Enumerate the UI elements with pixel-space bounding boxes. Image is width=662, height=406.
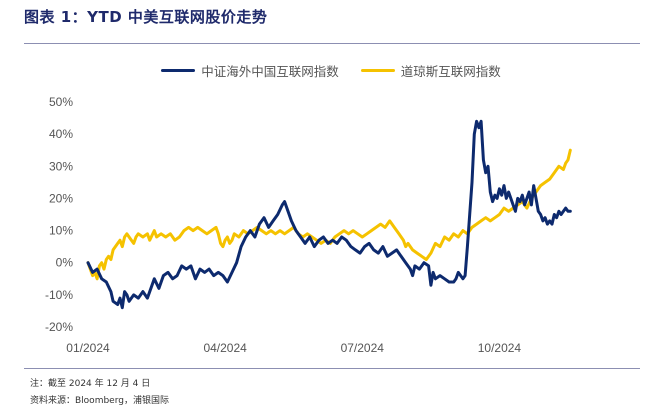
line-chart: 50% 40% 30% 20% 10% 0% -10% -20% 01/2024 04/2024 0… [45,95,572,355]
series-line-dow-jones-internet [86,148,572,281]
chart-legend: 中证海外中国互联网指数 道琼斯互联网指数 [0,60,662,80]
bottom-divider [24,368,640,369]
figure-title: 图表 1：YTD 中美互联网股价走势 [24,8,268,26]
y-tick-label: -10% [45,288,73,302]
y-tick-label: 0% [56,256,74,270]
legend-item-csi-overseas-china-internet: 中证海外中国互联网指数 [161,61,339,80]
x-tick-label: 07/2024 [341,341,385,355]
x-tick-label: 10/2024 [478,341,522,355]
legend-label: 道琼斯互联网指数 [400,63,501,79]
top-divider [24,43,640,44]
y-tick-label: 40% [49,127,73,141]
y-tick-label: 30% [49,159,73,173]
y-tick-label: -20% [45,320,73,334]
y-tick-label: 50% [49,95,73,109]
legend-swatch-navy [161,68,196,72]
x-tick-label: 04/2024 [203,341,247,355]
legend-label: 中证海外中国互联网指数 [201,63,339,79]
figure-footnote: 注：截至 2024 年 12 月 4 日 [30,379,151,389]
x-tick-label: 01/2024 [66,341,110,355]
legend-swatch-gold [360,68,395,72]
legend-item-dow-jones-internet: 道琼斯互联网指数 [360,61,501,80]
series-line-csi-overseas-china-internet [86,119,572,310]
y-tick-label: 10% [49,224,73,238]
y-tick-label: 20% [49,191,73,205]
